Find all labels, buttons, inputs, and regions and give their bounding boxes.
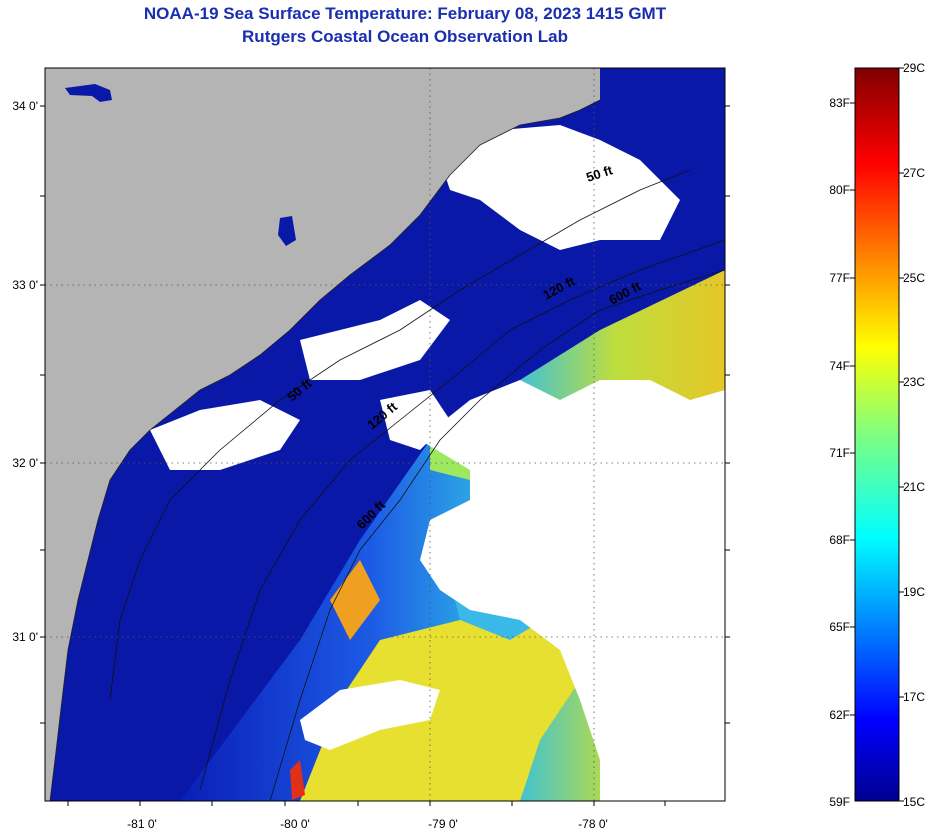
lon-label: -81 0' bbox=[127, 817, 157, 831]
colorbar-f-label: 83F bbox=[829, 96, 850, 110]
colorbar-c-label: 17C bbox=[903, 690, 926, 704]
lat-ticks bbox=[40, 105, 730, 724]
inland-lake bbox=[278, 216, 296, 246]
colorbar-f-label: 77F bbox=[829, 271, 850, 285]
colorbar-c-label: 23C bbox=[903, 375, 926, 389]
cloud-cover bbox=[380, 390, 450, 450]
colorbar-c-label: 15C bbox=[903, 795, 926, 809]
graticule bbox=[45, 68, 725, 801]
gulf-stream-patch bbox=[300, 600, 580, 801]
lat-label: 32 0' bbox=[12, 456, 38, 470]
land-mass bbox=[45, 68, 600, 801]
inland-lake bbox=[65, 84, 112, 102]
colorbar-c-label: 25C bbox=[903, 271, 926, 285]
cloud-cover bbox=[150, 400, 300, 470]
cloud-cover bbox=[420, 380, 725, 801]
lat-label: 31 0' bbox=[12, 630, 38, 644]
colorbar-f-label: 65F bbox=[829, 620, 850, 634]
lon-ticks bbox=[67, 801, 666, 806]
bathymetry-contour-120ft bbox=[199, 239, 725, 791]
colorbar-f-label: 62F bbox=[829, 708, 850, 722]
lat-label: 34 0' bbox=[12, 99, 38, 113]
colorbar-ticks bbox=[850, 67, 904, 802]
lat-label: 33 0' bbox=[12, 278, 38, 292]
bathymetry-contour-600ft bbox=[269, 269, 725, 801]
colorbar bbox=[854, 67, 900, 802]
map-area bbox=[45, 68, 725, 801]
gulf-stream-patch bbox=[330, 560, 380, 640]
colorbar-f-label: 68F bbox=[829, 533, 850, 547]
colorbar-c-label: 29C bbox=[903, 61, 926, 75]
inland-lake bbox=[600, 68, 640, 100]
lon-label: -78 0' bbox=[578, 817, 608, 831]
map-subtitle: Rutgers Coastal Ocean Observation Lab bbox=[242, 27, 568, 46]
colorbar-c-label: 19C bbox=[903, 585, 926, 599]
bathymetry-contour-50ft bbox=[109, 169, 691, 701]
cloud-cover bbox=[440, 125, 680, 250]
colorbar-f-label: 74F bbox=[829, 359, 850, 373]
colorbar-f-label: 59F bbox=[829, 795, 850, 809]
map-title: NOAA-19 Sea Surface Temperature: Februar… bbox=[143, 4, 667, 23]
colorbar-f-label: 80F bbox=[829, 183, 850, 197]
cloud-cover bbox=[300, 300, 450, 380]
cloud-cover bbox=[300, 680, 440, 750]
map-frame bbox=[44, 67, 726, 802]
lon-label: -79 0' bbox=[428, 817, 458, 831]
colorbar-c-label: 21C bbox=[903, 480, 926, 494]
colorbar-c-label: 27C bbox=[903, 166, 926, 180]
gulf-stream-patch bbox=[290, 760, 305, 800]
lon-label: -80 0' bbox=[280, 817, 310, 831]
colorbar-f-label: 71F bbox=[829, 446, 850, 460]
coastline bbox=[49, 99, 601, 801]
